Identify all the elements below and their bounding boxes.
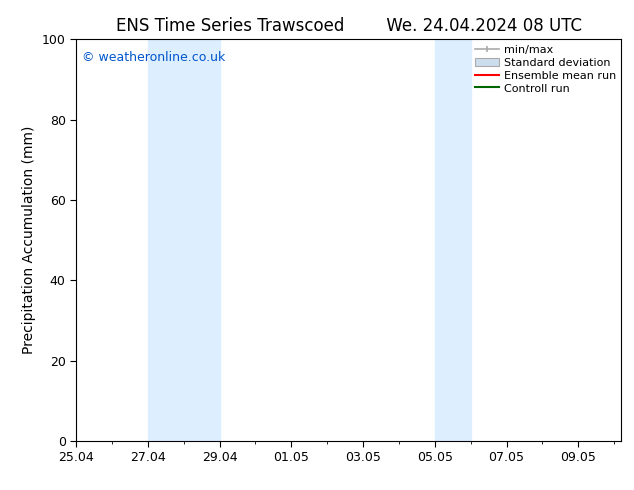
Legend: min/max, Standard deviation, Ensemble mean run, Controll run: min/max, Standard deviation, Ensemble me…	[472, 43, 618, 96]
Bar	[148, 39, 219, 441]
Title: ENS Time Series Trawscoed        We. 24.04.2024 08 UTC: ENS Time Series Trawscoed We. 24.04.2024…	[115, 17, 582, 35]
Text: © weatheronline.co.uk: © weatheronline.co.uk	[82, 51, 225, 64]
Y-axis label: Precipitation Accumulation (mm): Precipitation Accumulation (mm)	[22, 126, 36, 354]
Bar	[435, 39, 470, 441]
